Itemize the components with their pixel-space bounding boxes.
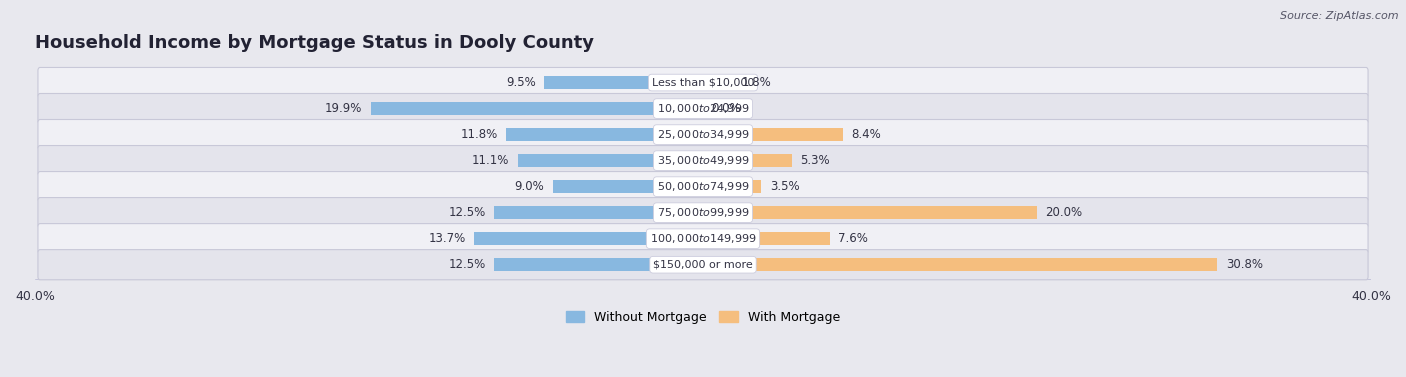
Text: 12.5%: 12.5% [449, 206, 486, 219]
Text: 8.4%: 8.4% [852, 128, 882, 141]
FancyBboxPatch shape [38, 224, 1368, 254]
Text: 1.8%: 1.8% [741, 76, 770, 89]
FancyBboxPatch shape [38, 146, 1368, 176]
Text: 11.8%: 11.8% [460, 128, 498, 141]
FancyBboxPatch shape [38, 250, 1368, 280]
Text: Less than $10,000: Less than $10,000 [652, 78, 754, 87]
Bar [506, 128, 703, 141]
Text: 3.5%: 3.5% [770, 180, 800, 193]
Bar [703, 206, 1038, 219]
Bar [553, 180, 703, 193]
Bar [517, 154, 703, 167]
FancyBboxPatch shape [38, 172, 1368, 202]
Text: 5.3%: 5.3% [800, 154, 830, 167]
Text: Source: ZipAtlas.com: Source: ZipAtlas.com [1281, 11, 1399, 21]
Bar [703, 180, 762, 193]
Text: $35,000 to $49,999: $35,000 to $49,999 [657, 154, 749, 167]
Text: $150,000 or more: $150,000 or more [654, 260, 752, 270]
Text: 13.7%: 13.7% [429, 232, 465, 245]
Text: 30.8%: 30.8% [1226, 258, 1263, 271]
Bar [495, 206, 703, 219]
Text: $25,000 to $34,999: $25,000 to $34,999 [657, 128, 749, 141]
Text: $10,000 to $24,999: $10,000 to $24,999 [657, 102, 749, 115]
Bar [474, 232, 703, 245]
Text: 11.1%: 11.1% [472, 154, 509, 167]
Text: 20.0%: 20.0% [1046, 206, 1083, 219]
Bar [703, 76, 733, 89]
Bar [495, 258, 703, 271]
Text: 0.0%: 0.0% [711, 102, 741, 115]
FancyBboxPatch shape [38, 67, 1368, 98]
Legend: Without Mortgage, With Mortgage: Without Mortgage, With Mortgage [561, 305, 845, 328]
Bar [371, 102, 703, 115]
Text: 12.5%: 12.5% [449, 258, 486, 271]
FancyBboxPatch shape [38, 120, 1368, 150]
Bar [703, 232, 830, 245]
Bar [703, 128, 844, 141]
Text: Household Income by Mortgage Status in Dooly County: Household Income by Mortgage Status in D… [35, 34, 593, 52]
Text: 9.0%: 9.0% [515, 180, 544, 193]
Text: 7.6%: 7.6% [838, 232, 868, 245]
Text: 9.5%: 9.5% [506, 76, 536, 89]
Bar [703, 258, 1218, 271]
Bar [544, 76, 703, 89]
Text: $100,000 to $149,999: $100,000 to $149,999 [650, 232, 756, 245]
Bar [703, 154, 792, 167]
FancyBboxPatch shape [38, 93, 1368, 124]
Text: $75,000 to $99,999: $75,000 to $99,999 [657, 206, 749, 219]
FancyBboxPatch shape [38, 198, 1368, 228]
Text: $50,000 to $74,999: $50,000 to $74,999 [657, 180, 749, 193]
Text: 19.9%: 19.9% [325, 102, 363, 115]
